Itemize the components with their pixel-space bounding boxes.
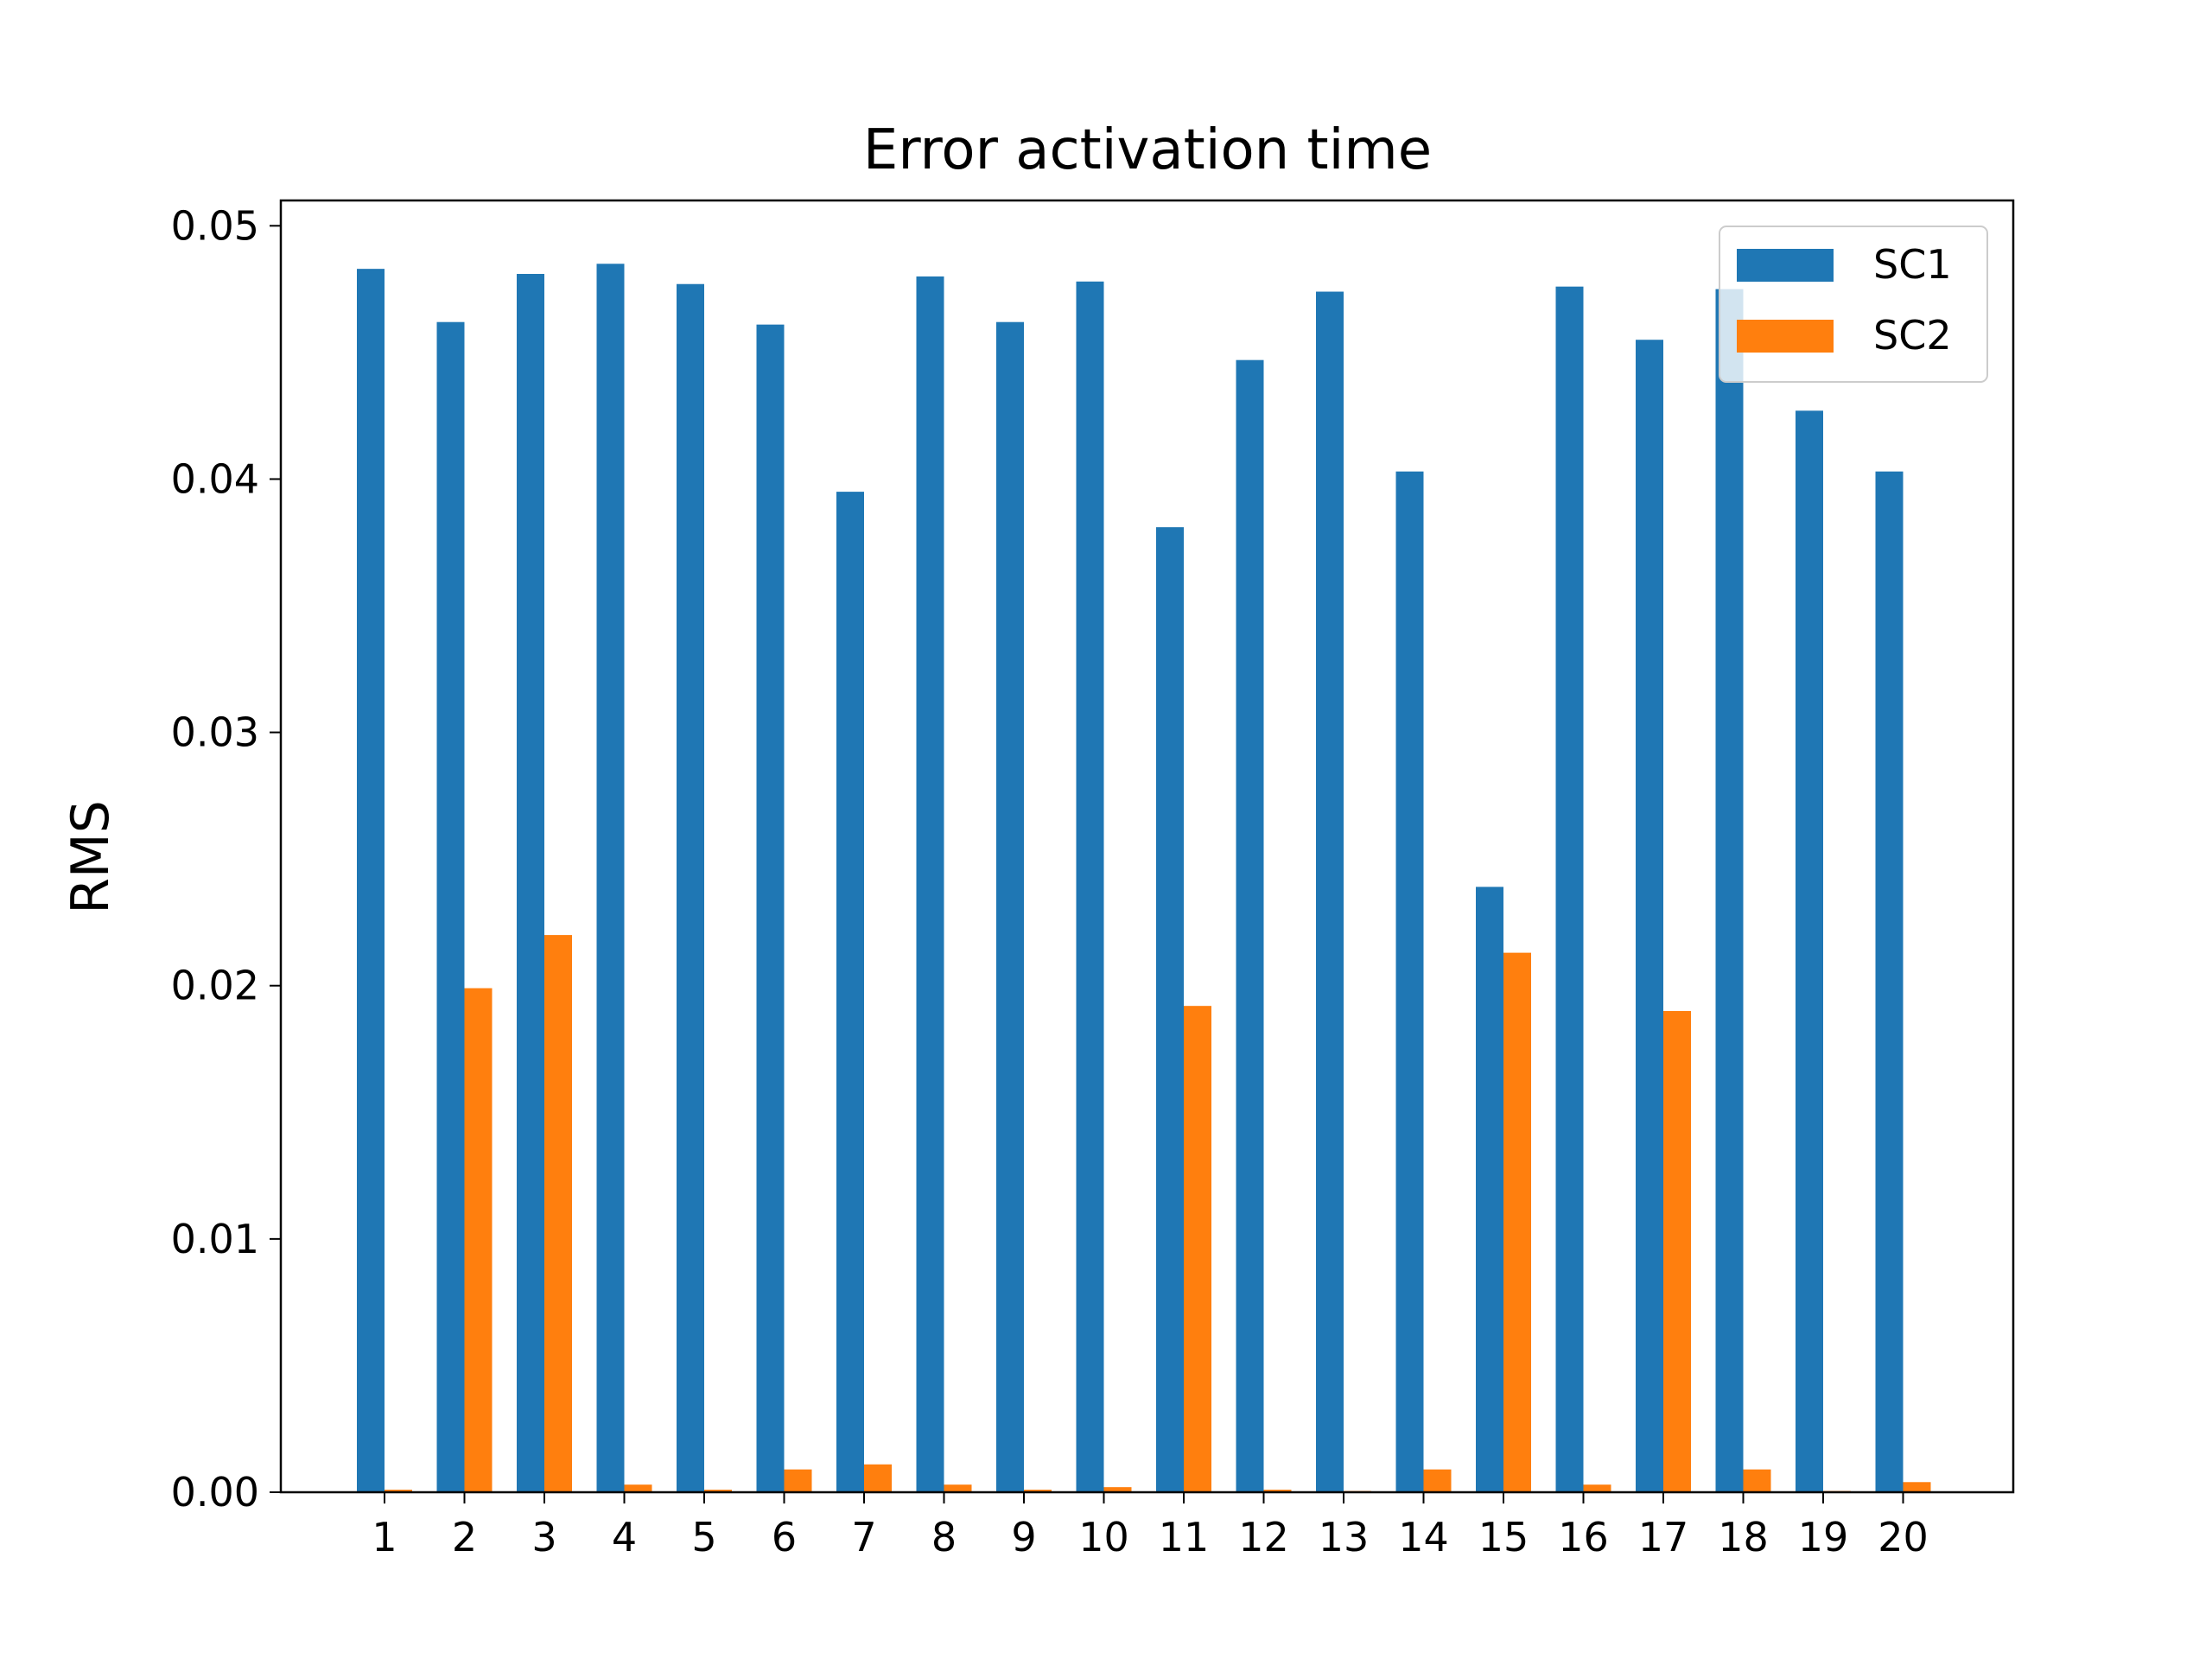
plot-frame	[279, 199, 2015, 1494]
x-tick-label: 20	[1878, 1514, 1929, 1560]
bar-sc2-12	[1263, 1490, 1292, 1492]
bar-sc1-9	[996, 321, 1024, 1493]
bar-sc2-20	[1903, 1482, 1931, 1492]
bars-group	[357, 264, 1931, 1493]
legend-label-sc2: SC2	[1873, 312, 1952, 359]
bar-sc2-5	[704, 1490, 732, 1492]
x-tick-label: 15	[1478, 1514, 1529, 1560]
x-tick-label: 7	[851, 1514, 876, 1560]
x-tick-label: 6	[772, 1514, 797, 1560]
x-tick-label: 17	[1638, 1514, 1689, 1560]
y-axis-ticks: 0.00 0.01 0.02 0.03 0.04 0.05	[171, 202, 281, 1516]
bar-sc2-8	[944, 1484, 972, 1492]
y-tick-label: 0.00	[171, 1469, 259, 1516]
bar-sc1-3	[517, 274, 544, 1493]
bar-sc1-18	[1715, 289, 1744, 1493]
x-tick-label: 14	[1398, 1514, 1449, 1560]
bar-sc1-13	[1316, 291, 1344, 1492]
bar-sc2-9	[1024, 1490, 1052, 1492]
legend-swatch-sc2	[1737, 320, 1834, 353]
bar-sc2-14	[1423, 1469, 1452, 1492]
x-tick-label: 18	[1718, 1514, 1769, 1560]
bar-sc1-12	[1236, 359, 1264, 1492]
x-tick-label: 11	[1159, 1514, 1210, 1560]
y-tick-label: 0.02	[171, 963, 259, 1009]
bar-sc2-18	[1743, 1469, 1771, 1492]
x-tick-label: 2	[452, 1514, 477, 1560]
bar-sc1-6	[756, 324, 785, 1493]
y-tick-label: 0.01	[171, 1216, 259, 1262]
x-tick-label: 19	[1798, 1514, 1849, 1560]
x-tick-label: 13	[1319, 1514, 1370, 1560]
bar-sc1-8	[916, 276, 944, 1492]
bar-sc1-19	[1796, 410, 1823, 1492]
bar-sc2-17	[1663, 1011, 1691, 1492]
chart-title: Error activation time	[863, 118, 1432, 182]
x-tick-label: 3	[531, 1514, 556, 1560]
bar-sc1-10	[1076, 281, 1104, 1492]
bar-sc1-1	[357, 269, 385, 1492]
bar-sc1-15	[1476, 887, 1503, 1492]
x-tick-label: 8	[931, 1514, 957, 1560]
bar-sc1-17	[1636, 340, 1663, 1493]
bar-sc2-15	[1503, 952, 1531, 1492]
legend: SC1 SC2	[1719, 226, 1988, 383]
x-tick-label: 10	[1078, 1514, 1129, 1560]
x-tick-label: 5	[691, 1514, 716, 1560]
bar-sc2-3	[544, 935, 572, 1492]
x-tick-label: 12	[1238, 1514, 1289, 1560]
x-tick-label: 4	[612, 1514, 637, 1560]
bar-sc2-7	[864, 1464, 892, 1492]
bar-sc2-10	[1103, 1487, 1132, 1492]
y-tick-label: 0.03	[171, 709, 259, 756]
y-tick-label: 0.04	[171, 455, 259, 502]
bar-sc2-16	[1583, 1484, 1611, 1492]
x-tick-label: 16	[1558, 1514, 1609, 1560]
x-tick-label: 1	[372, 1514, 397, 1560]
bar-sc1-16	[1555, 286, 1584, 1493]
bar-sc1-7	[836, 492, 864, 1492]
y-tick-label: 0.05	[171, 202, 259, 249]
bar-sc1-5	[677, 283, 704, 1492]
bar-sc1-11	[1156, 527, 1184, 1493]
x-axis-ticks: 1 2 3 4 5 6 7 8 9 10 11 12 13 14 15 16 17 18 19 20	[372, 1492, 1929, 1560]
bar-sc1-14	[1395, 471, 1424, 1492]
bar-sc2-11	[1184, 1006, 1211, 1492]
bar-sc2-2	[464, 988, 493, 1492]
legend-label-sc1: SC1	[1873, 241, 1952, 288]
bar-sc2-6	[784, 1469, 812, 1492]
bar-sc1-20	[1875, 471, 1904, 1492]
bar-sc1-4	[596, 264, 625, 1492]
bar-sc2-4	[624, 1484, 652, 1492]
y-axis-label: RMS	[60, 800, 121, 914]
bar-sc2-1	[385, 1490, 412, 1492]
bar-sc1-2	[436, 321, 465, 1493]
x-tick-label: 9	[1011, 1514, 1036, 1560]
legend-swatch-sc1	[1737, 249, 1834, 282]
